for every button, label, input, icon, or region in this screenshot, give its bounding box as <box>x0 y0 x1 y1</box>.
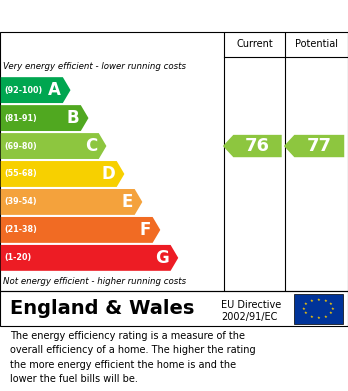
Text: ★: ★ <box>304 311 308 315</box>
Text: E: E <box>121 193 133 211</box>
Polygon shape <box>1 77 71 103</box>
Text: ★: ★ <box>329 311 333 315</box>
Text: (1-20): (1-20) <box>5 253 32 262</box>
Text: G: G <box>155 249 169 267</box>
Text: (69-80): (69-80) <box>5 142 38 151</box>
Text: Potential: Potential <box>295 39 338 49</box>
Polygon shape <box>1 245 178 271</box>
Text: (21-38): (21-38) <box>5 226 38 235</box>
Text: (39-54): (39-54) <box>5 197 38 206</box>
Polygon shape <box>1 133 106 159</box>
Polygon shape <box>284 135 344 157</box>
Text: ★: ★ <box>309 315 313 319</box>
Polygon shape <box>1 217 160 243</box>
Text: ★: ★ <box>324 315 327 319</box>
Text: EU Directive: EU Directive <box>221 300 281 310</box>
Text: ★: ★ <box>317 316 320 320</box>
Polygon shape <box>223 135 282 157</box>
Text: ★: ★ <box>309 299 313 303</box>
Polygon shape <box>1 189 142 215</box>
Polygon shape <box>1 105 88 131</box>
Text: (81-91): (81-91) <box>5 113 38 122</box>
Text: ★: ★ <box>304 303 308 307</box>
Text: Current: Current <box>237 39 273 49</box>
Text: D: D <box>101 165 115 183</box>
Text: England & Wales: England & Wales <box>10 300 195 318</box>
Text: ★: ★ <box>329 303 333 307</box>
Polygon shape <box>1 161 124 187</box>
Text: The energy efficiency rating is a measure of the
overall efficiency of a home. T: The energy efficiency rating is a measur… <box>10 331 256 384</box>
Text: Not energy efficient - higher running costs: Not energy efficient - higher running co… <box>3 277 187 286</box>
Text: A: A <box>48 81 61 99</box>
Text: Energy Efficiency Rating: Energy Efficiency Rating <box>10 7 239 25</box>
Text: ★: ★ <box>324 299 327 303</box>
Text: Very energy efficient - lower running costs: Very energy efficient - lower running co… <box>3 62 187 71</box>
Text: C: C <box>85 137 97 155</box>
Text: 77: 77 <box>307 137 332 155</box>
Text: F: F <box>140 221 151 239</box>
Text: 76: 76 <box>245 137 270 155</box>
Text: (55-68): (55-68) <box>5 169 38 179</box>
Bar <box>294 294 343 324</box>
Text: B: B <box>66 109 79 127</box>
Text: (92-100): (92-100) <box>5 86 43 95</box>
Text: ★: ★ <box>331 307 335 311</box>
Text: ★: ★ <box>317 298 320 302</box>
Text: ★: ★ <box>302 307 306 311</box>
Text: 2002/91/EC: 2002/91/EC <box>221 312 277 322</box>
